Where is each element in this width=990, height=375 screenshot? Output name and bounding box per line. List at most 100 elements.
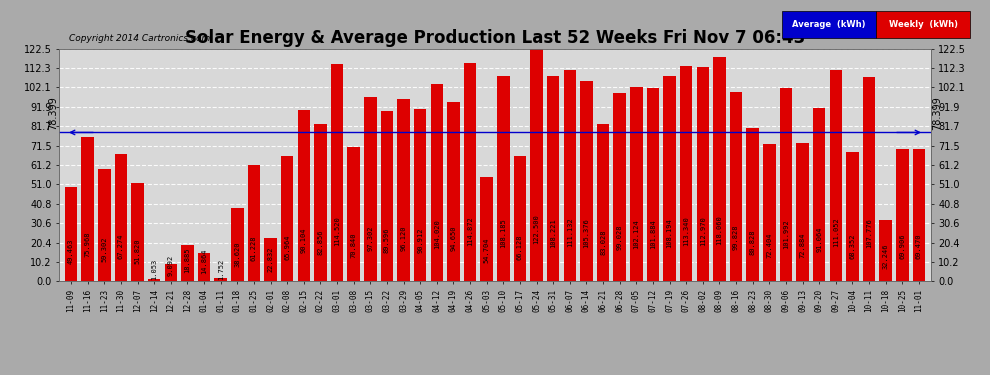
- Bar: [215, 278, 227, 281]
- Bar: [148, 279, 160, 281]
- Text: 70.840: 70.840: [350, 233, 356, 258]
- Text: 108.194: 108.194: [666, 218, 672, 248]
- Text: 90.104: 90.104: [301, 227, 307, 253]
- Text: 113.340: 113.340: [683, 216, 689, 246]
- Bar: [132, 183, 144, 281]
- Bar: [597, 124, 609, 281]
- Bar: [414, 109, 427, 281]
- Text: 118.060: 118.060: [717, 215, 723, 245]
- Title: Solar Energy & Average Production Last 52 Weeks Fri Nov 7 06:43: Solar Energy & Average Production Last 5…: [185, 29, 805, 47]
- Bar: [198, 253, 210, 281]
- Text: 78.399: 78.399: [933, 96, 942, 130]
- Bar: [846, 152, 858, 281]
- Text: 101.884: 101.884: [650, 220, 656, 249]
- Bar: [646, 88, 659, 281]
- Text: 102.124: 102.124: [634, 220, 640, 249]
- Bar: [830, 70, 842, 281]
- Bar: [546, 76, 559, 281]
- Text: 9.092: 9.092: [167, 255, 174, 276]
- Text: Copyright 2014 Cartronics.com: Copyright 2014 Cartronics.com: [69, 34, 211, 43]
- Text: 49.463: 49.463: [68, 239, 74, 264]
- Bar: [730, 92, 742, 281]
- Text: 51.820: 51.820: [135, 238, 141, 264]
- Bar: [431, 84, 444, 281]
- Text: 1.053: 1.053: [151, 259, 157, 280]
- Bar: [497, 76, 510, 281]
- Text: 18.885: 18.885: [184, 248, 190, 273]
- Text: 107.776: 107.776: [866, 218, 872, 248]
- Bar: [780, 88, 792, 281]
- Bar: [81, 137, 94, 281]
- Text: 72.884: 72.884: [800, 232, 806, 258]
- Bar: [896, 148, 909, 281]
- Text: 114.872: 114.872: [467, 216, 473, 246]
- Text: 69.906: 69.906: [899, 233, 905, 258]
- Bar: [347, 147, 360, 281]
- Bar: [281, 156, 293, 281]
- Bar: [563, 70, 576, 281]
- Text: 99.028: 99.028: [617, 225, 623, 250]
- Text: 112.970: 112.970: [700, 216, 706, 246]
- Text: 67.274: 67.274: [118, 234, 124, 259]
- Text: 69.470: 69.470: [916, 233, 922, 259]
- Text: 1.752: 1.752: [218, 258, 224, 280]
- Bar: [746, 128, 759, 281]
- Bar: [796, 143, 809, 281]
- Bar: [364, 97, 376, 281]
- Text: 91.064: 91.064: [816, 227, 823, 252]
- Bar: [248, 165, 260, 281]
- Text: 78.399: 78.399: [48, 96, 57, 130]
- Text: Weekly  (kWh): Weekly (kWh): [889, 20, 957, 29]
- Text: Average  (kWh): Average (kWh): [792, 20, 866, 29]
- Text: 83.028: 83.028: [600, 229, 606, 255]
- Text: 111.052: 111.052: [833, 217, 839, 247]
- Text: 59.302: 59.302: [101, 236, 107, 261]
- Text: 96.120: 96.120: [401, 225, 407, 251]
- Bar: [763, 144, 775, 281]
- Bar: [464, 63, 476, 281]
- Text: 22.832: 22.832: [267, 246, 273, 272]
- Bar: [531, 49, 543, 281]
- Text: 122.500: 122.500: [534, 214, 540, 243]
- Text: 80.828: 80.828: [749, 230, 755, 255]
- Text: 89.596: 89.596: [384, 227, 390, 253]
- Bar: [680, 66, 692, 281]
- Text: 65.964: 65.964: [284, 234, 290, 260]
- Bar: [314, 124, 327, 281]
- Bar: [879, 220, 892, 281]
- Bar: [381, 111, 393, 281]
- Bar: [164, 264, 177, 281]
- Text: 66.128: 66.128: [517, 234, 523, 260]
- Text: 97.302: 97.302: [367, 225, 373, 251]
- Text: 68.352: 68.352: [849, 234, 855, 259]
- Text: 61.228: 61.228: [250, 236, 257, 261]
- Bar: [514, 156, 526, 281]
- Text: 32.246: 32.246: [883, 244, 889, 269]
- Bar: [98, 169, 111, 281]
- Bar: [264, 238, 277, 281]
- Text: 114.520: 114.520: [334, 216, 340, 246]
- Bar: [231, 208, 244, 281]
- Bar: [331, 64, 344, 281]
- Text: 104.020: 104.020: [434, 219, 440, 249]
- Text: 99.828: 99.828: [733, 225, 740, 250]
- Bar: [115, 154, 127, 281]
- Bar: [630, 87, 643, 281]
- Text: 108.185: 108.185: [500, 218, 506, 248]
- Text: 14.864: 14.864: [201, 249, 207, 274]
- Bar: [863, 77, 875, 281]
- Bar: [913, 149, 926, 281]
- Bar: [614, 93, 626, 281]
- Bar: [181, 245, 194, 281]
- Bar: [298, 110, 310, 281]
- Text: 54.704: 54.704: [484, 237, 490, 263]
- Text: 75.968: 75.968: [85, 231, 91, 257]
- Text: 101.992: 101.992: [783, 220, 789, 249]
- Bar: [397, 99, 410, 281]
- Text: 105.376: 105.376: [583, 219, 589, 248]
- Text: 38.620: 38.620: [235, 242, 241, 267]
- Bar: [663, 76, 676, 281]
- Text: 108.221: 108.221: [550, 218, 556, 248]
- Bar: [813, 108, 826, 281]
- Bar: [713, 57, 726, 281]
